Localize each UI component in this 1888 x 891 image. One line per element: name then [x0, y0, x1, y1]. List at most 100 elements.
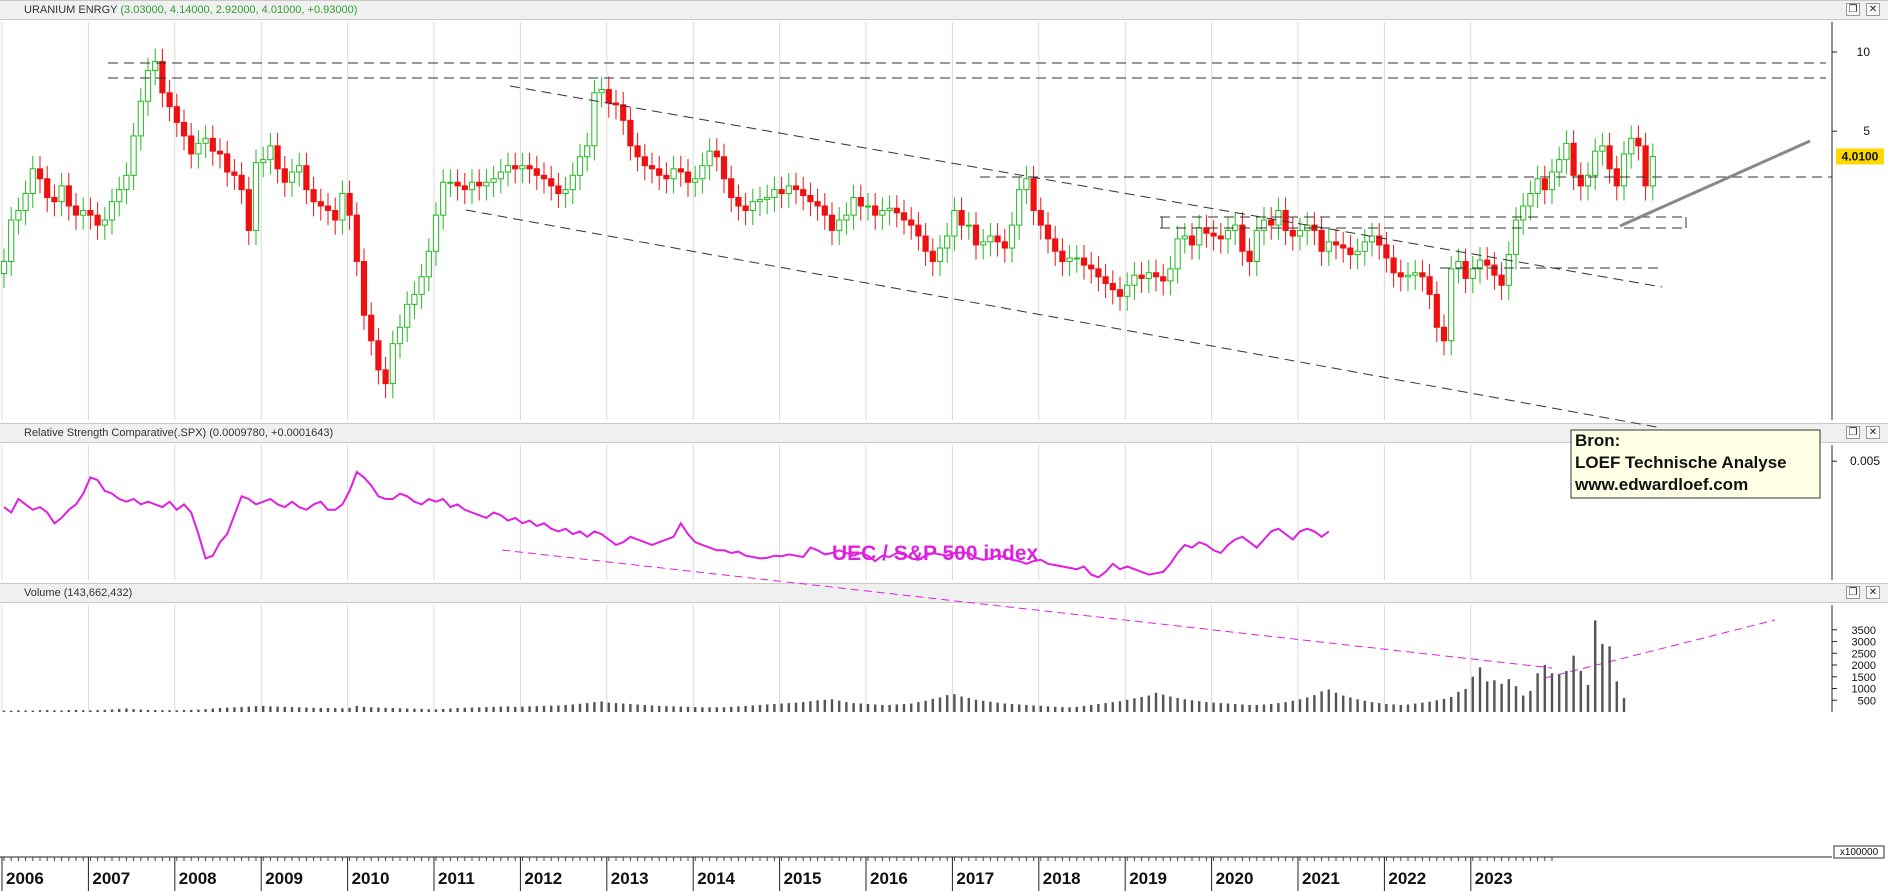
price-candle [8, 219, 15, 263]
restore-icon[interactable]: ❐ [1846, 3, 1860, 16]
volume-bar [283, 706, 286, 712]
price-candle [360, 261, 368, 316]
price-candle [173, 106, 180, 123]
volume-bar [1054, 706, 1057, 712]
price-candle [1073, 257, 1080, 260]
price-candle [353, 214, 360, 263]
volume-bar [1421, 702, 1424, 712]
volume-bar [348, 707, 351, 712]
volume-bar [866, 704, 870, 712]
price-candle [1253, 229, 1260, 263]
volume-multiplier: x100000 [1840, 847, 1879, 858]
volume-bar [694, 707, 697, 712]
price-pane-title: URANIUM ENRGY [24, 4, 118, 16]
volume-bar [1306, 697, 1309, 712]
close-icon[interactable]: ✕ [1866, 586, 1880, 599]
x-tick-label: 2021 [1302, 869, 1340, 888]
price-candle [684, 171, 692, 183]
volume-bar [1212, 702, 1215, 712]
price-candle [1620, 153, 1628, 187]
price-candle [540, 174, 548, 180]
price-candle [1131, 274, 1138, 286]
x-tick-label: 2022 [1388, 869, 1426, 888]
price-candle [879, 209, 886, 216]
volume-bar [643, 704, 646, 712]
volume-bar [254, 706, 258, 712]
price-candle [130, 135, 137, 176]
price-candle [1080, 257, 1088, 266]
price-candle [1484, 259, 1491, 266]
price-candle [29, 168, 36, 195]
price-candle [166, 92, 173, 108]
price-candle [497, 171, 504, 180]
volume-bar [838, 700, 841, 712]
x-tick-label: 2006 [6, 869, 44, 888]
volume-bar [1363, 700, 1366, 712]
volume-bar [938, 697, 942, 712]
volume-bar [506, 706, 510, 712]
volume-bar [298, 707, 301, 712]
price-candle [116, 189, 123, 203]
price-candle [252, 162, 260, 231]
price-candle [1260, 219, 1268, 231]
volume-bar [1327, 689, 1330, 712]
price-candle [1023, 178, 1030, 191]
volume-bar [17, 710, 20, 712]
volume-bar [982, 700, 985, 712]
price-candle [425, 250, 432, 278]
price-candle [1289, 229, 1296, 237]
volume-bar [780, 703, 783, 712]
price-candle [821, 205, 828, 216]
volume-bar [1270, 704, 1273, 712]
volume-bar [10, 710, 13, 712]
price-candle [1635, 137, 1642, 147]
volume-bar [600, 701, 603, 712]
price-candle [1599, 145, 1606, 152]
price-candle [641, 156, 648, 167]
volume-bar [218, 708, 222, 712]
price-candle [339, 193, 346, 221]
volume-tick-label: 1500 [1852, 672, 1876, 684]
price-candle [814, 201, 821, 207]
price-candle [771, 189, 778, 199]
restore-icon[interactable]: ❐ [1846, 586, 1860, 599]
price-candle [202, 137, 209, 144]
source-box [1570, 429, 1821, 499]
price-candle [0, 261, 8, 275]
close-icon[interactable]: ✕ [1866, 426, 1880, 439]
volume-bar [1241, 704, 1244, 712]
volume-bar [1406, 704, 1410, 712]
price-candle [1275, 209, 1282, 226]
volume-bar [1169, 696, 1172, 712]
volume-bar [1514, 686, 1518, 712]
volume-bar [629, 704, 632, 712]
volume-tick-label: 1000 [1852, 684, 1876, 696]
volume-pane-header: Volume (143,662,432) ❐ ✕ [0, 583, 1888, 603]
volume-bar [247, 706, 250, 712]
price-candle [1455, 261, 1462, 270]
price-candle [1210, 232, 1217, 237]
price-candle [44, 178, 51, 199]
price-candle [929, 250, 936, 263]
uptrend-line [1619, 139, 1811, 228]
price-candle [1361, 241, 1368, 252]
volume-bar [1399, 704, 1402, 712]
restore-icon[interactable]: ❐ [1846, 426, 1860, 439]
price-candle [1534, 178, 1541, 195]
volume-bar [679, 706, 682, 712]
price-candle [915, 224, 922, 237]
price-candle [1469, 268, 1476, 279]
price-candle [836, 219, 843, 231]
volume-bar [737, 706, 740, 712]
price-candle [972, 224, 980, 246]
price-candle [1296, 229, 1304, 237]
volume-bar [902, 704, 906, 712]
volume-bar [650, 705, 654, 712]
volume-bar [989, 701, 992, 712]
price-tick-label: 5 [1863, 124, 1870, 138]
x-tick-label: 2020 [1216, 869, 1254, 888]
price-candle [468, 181, 476, 191]
price-candle [1318, 229, 1325, 252]
price-candle [317, 201, 324, 207]
close-icon[interactable]: ✕ [1866, 3, 1880, 16]
